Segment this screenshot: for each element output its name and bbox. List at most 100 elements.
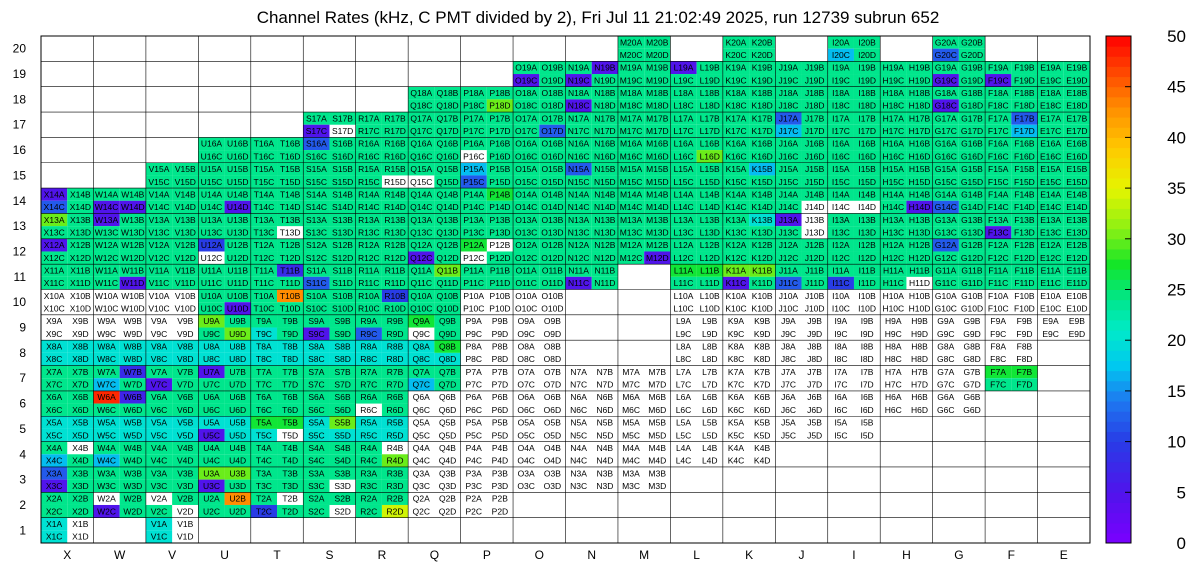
channel-label: W6A: [97, 392, 116, 402]
channel-cell: [277, 302, 304, 315]
channel-label: G10C: [935, 304, 957, 314]
channel-cell: [172, 251, 199, 265]
channel-cell: [198, 314, 225, 328]
channel-cell: [853, 251, 881, 265]
channel-label: W11C: [95, 278, 118, 288]
channel-cell: [1011, 251, 1038, 265]
channel-cell: [906, 238, 933, 252]
channel-label: O3C: [517, 481, 534, 491]
channel-label: L19B: [700, 63, 720, 73]
channel-cell: [41, 352, 68, 366]
channel-label: M6C: [622, 405, 640, 415]
channel-label: V4D: [177, 456, 194, 466]
channel-cell: [224, 403, 251, 417]
channel-label: E16D: [1066, 151, 1087, 161]
channel-label: G10B: [961, 291, 983, 301]
channel-label: K9C: [728, 329, 745, 339]
channel-label: R17A: [358, 113, 380, 123]
channel-label: O4A: [518, 443, 535, 453]
channel-cell: [749, 251, 776, 265]
colorbar-segment: [1106, 269, 1131, 280]
channel-cell: [565, 188, 592, 201]
channel-label: N19D: [594, 75, 616, 85]
channel-cell: [1063, 264, 1090, 277]
channel-label: X5D: [72, 430, 89, 440]
colorbar-segment: [1106, 401, 1131, 412]
channel-label: J16A: [779, 139, 799, 149]
channel-label: N7C: [570, 380, 587, 390]
channel-label: P7C: [465, 380, 482, 390]
channel-label: O5A: [518, 418, 535, 428]
channel-label: N3D: [596, 481, 613, 491]
channel-label: P12B: [490, 240, 511, 250]
channel-label: O5B: [544, 418, 561, 428]
channel-cell: [801, 264, 828, 277]
channel-label: U6A: [203, 392, 220, 402]
channel-label: X3B: [72, 468, 88, 478]
channel-label: J7D: [807, 380, 822, 390]
channel-cell: [198, 238, 225, 252]
channel-label: I10A: [832, 291, 850, 301]
channel-label: E10C: [1040, 304, 1061, 314]
channel-cell: [355, 289, 382, 303]
channel-label: W14D: [121, 202, 145, 212]
channel-label: R10D: [384, 304, 406, 314]
channel-label: F11B: [1015, 265, 1035, 275]
channel-cell: [303, 188, 330, 201]
channel-label: S11D: [332, 278, 353, 288]
channel-label: K6B: [754, 392, 770, 402]
channel-cell: [591, 276, 618, 290]
channel-label: P5B: [492, 418, 508, 428]
channel-label: E12C: [1040, 253, 1061, 263]
channel-cell: [119, 264, 146, 277]
channel-label: H11C: [883, 278, 904, 288]
channel-cell: [67, 213, 94, 227]
channel-cell: [565, 264, 592, 277]
channel-label: O5D: [544, 430, 561, 440]
channel-label: P2C: [465, 506, 482, 516]
channel-cell: [41, 251, 68, 265]
channel-label: P15A: [463, 164, 484, 174]
channel-label: T6D: [282, 405, 298, 415]
channel-cell: [853, 276, 881, 290]
channel-label: L17D: [700, 126, 720, 136]
channel-label: M20C: [620, 50, 643, 60]
channel-cell: [880, 226, 907, 239]
channel-cell: [722, 276, 750, 290]
channel-label: H19D: [909, 75, 931, 85]
channel-label: O7C: [517, 380, 534, 390]
channel-label: T12C: [254, 253, 275, 263]
channel-cell: [93, 454, 120, 467]
channel-cell: [250, 492, 278, 505]
channel-label: G17A: [935, 113, 957, 123]
channel-label: T2C: [256, 506, 272, 516]
channel-label: P9C: [465, 329, 482, 339]
x-tick-label: W: [114, 548, 126, 562]
channel-label: T16B: [280, 139, 301, 149]
channel-label: I6B: [861, 392, 874, 402]
channel-cell: [172, 428, 199, 442]
channel-label: L12C: [673, 253, 693, 263]
channel-cell: [985, 378, 1012, 391]
channel-cell: [119, 238, 146, 252]
channel-label: W6C: [97, 405, 116, 415]
channel-label: W2C: [97, 506, 116, 516]
channel-cell: [119, 188, 146, 201]
channel-label: S2A: [308, 494, 324, 504]
channel-label: N5D: [596, 430, 613, 440]
channel-cell: [486, 213, 514, 227]
